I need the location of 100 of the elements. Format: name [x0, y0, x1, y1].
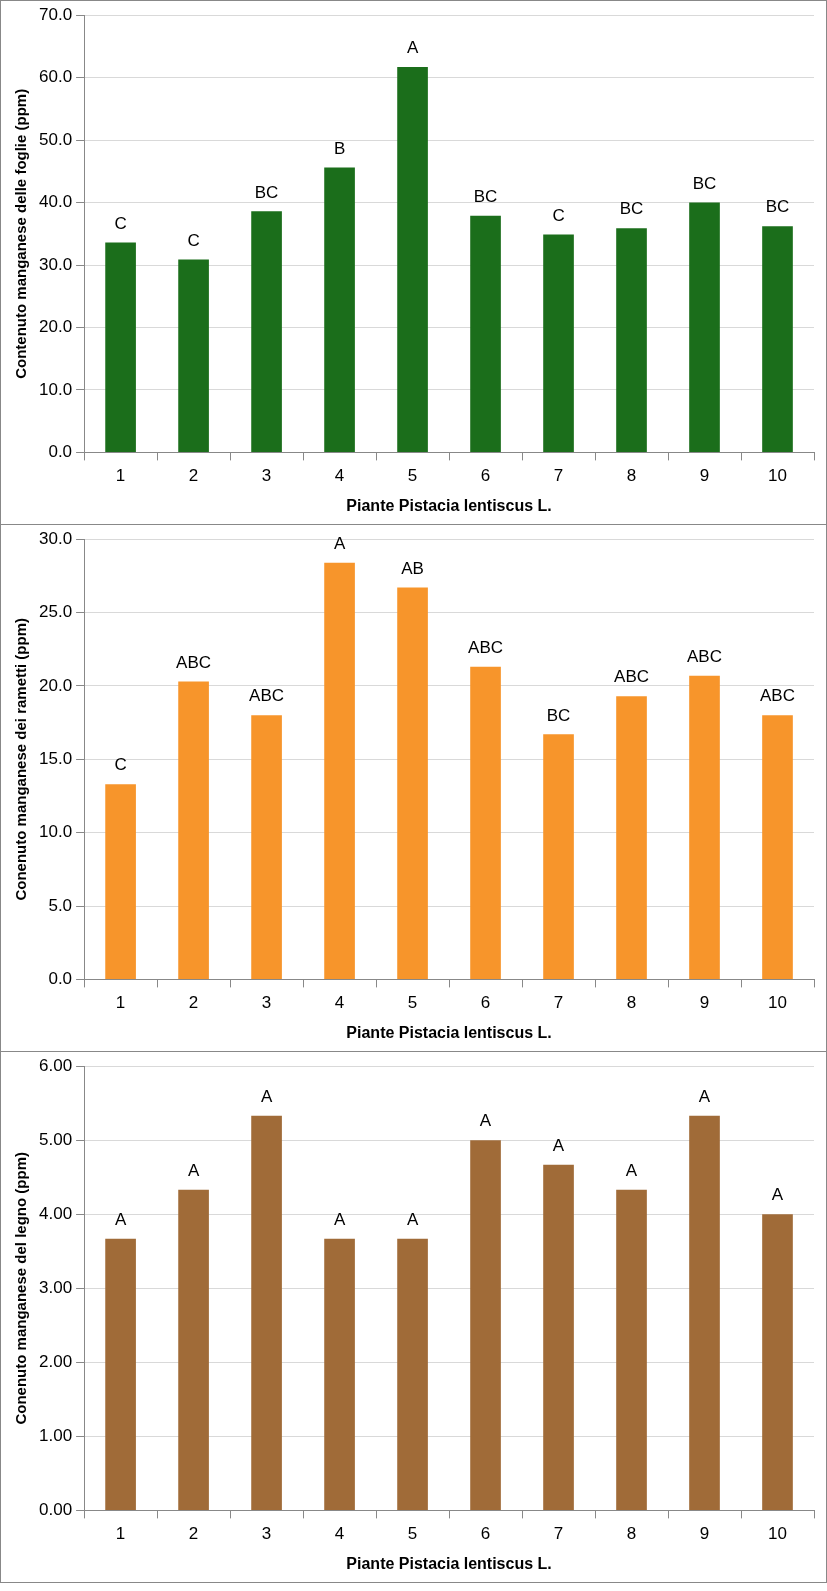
- y-tick-label: 70.0: [38, 4, 73, 24]
- x-tick-label: 3: [261, 1524, 272, 1544]
- annotation: A: [406, 1209, 419, 1229]
- x-tick-label: 7: [553, 1524, 564, 1544]
- x-tick-label: 10: [768, 466, 787, 486]
- x-tick-label: 2: [188, 1524, 199, 1544]
- annotation: ABC: [760, 686, 795, 706]
- y-axis-title: Conenuto manganese dei rametti (ppm): [12, 618, 30, 901]
- x-tick-label: 5: [407, 1524, 418, 1544]
- bar: [105, 784, 136, 979]
- x-tick-label: 4: [334, 1524, 345, 1544]
- bar: [105, 1238, 136, 1510]
- bar: [762, 715, 793, 979]
- annotation: A: [187, 1161, 200, 1181]
- bar: [178, 259, 209, 452]
- x-tick-label: 4: [334, 466, 345, 486]
- x-tick-label: 9: [699, 1524, 710, 1544]
- annotation: BC: [619, 199, 644, 219]
- annotation: A: [771, 1185, 784, 1205]
- bar: [470, 1140, 501, 1510]
- annotation: C: [114, 755, 127, 775]
- annotation: C: [552, 205, 565, 225]
- bar: [543, 734, 574, 979]
- x-tick-label: 2: [188, 466, 199, 486]
- bar: [689, 202, 720, 452]
- annotation: ABC: [687, 646, 722, 666]
- y-tick-label: 25.0: [38, 602, 73, 622]
- bar: [324, 562, 355, 979]
- bar: [616, 696, 647, 979]
- y-tick-label: 30.0: [38, 528, 73, 548]
- y-tick-label: 6.00: [38, 1055, 73, 1075]
- y-tick-label: 2.00: [38, 1352, 73, 1372]
- y-tick-label: 40.0: [38, 192, 73, 212]
- annotation: ABC: [468, 638, 504, 658]
- annotation: A: [625, 1161, 638, 1181]
- y-axis-title: Contenuto manganese delle foglie (ppm): [12, 88, 30, 379]
- y-tick-label: 5.0: [48, 895, 73, 915]
- y-axis-title: Conenuto manganese del legno (ppm): [12, 1152, 30, 1425]
- x-tick-label: 1: [115, 993, 126, 1013]
- x-axis-title: Piante Pistacia lentiscus L.: [346, 1023, 552, 1041]
- bar: [543, 1164, 574, 1510]
- y-tick-label: 1.00: [38, 1426, 73, 1446]
- x-tick-label: 8: [626, 993, 637, 1013]
- annotation: C: [114, 213, 127, 233]
- x-tick-label: 7: [553, 993, 564, 1013]
- bar: [689, 1115, 720, 1510]
- x-tick-label: 5: [407, 466, 418, 486]
- annotation: ABC: [176, 652, 212, 672]
- annotation: A: [333, 533, 346, 553]
- bar: [324, 1238, 355, 1510]
- bar: [543, 234, 574, 452]
- bar: [251, 715, 282, 979]
- y-tick-label: 30.0: [38, 254, 73, 274]
- bar: [616, 228, 647, 452]
- annotation: A: [260, 1086, 273, 1106]
- bar: [689, 675, 720, 979]
- annotation: BC: [546, 705, 571, 725]
- x-tick-label: 8: [626, 1524, 637, 1544]
- y-tick-label: 0.0: [48, 969, 73, 989]
- annotation: C: [187, 230, 200, 250]
- bar: [397, 1238, 428, 1510]
- bar: [105, 242, 136, 452]
- y-tick-label: 4.00: [38, 1203, 73, 1223]
- x-tick-label: 5: [407, 993, 418, 1013]
- annotation: ABC: [614, 667, 650, 687]
- y-tick-label: 50.0: [38, 129, 73, 149]
- x-tick-label: 6: [480, 1524, 491, 1544]
- bar: [178, 1189, 209, 1510]
- x-tick-label: 3: [261, 466, 272, 486]
- y-tick-label: 15.0: [38, 748, 73, 768]
- x-axis-title: Piante Pistacia lentiscus L.: [346, 496, 552, 514]
- x-axis-title: Piante Pistacia lentiscus L.: [346, 1554, 552, 1572]
- bar: [324, 167, 355, 452]
- annotation: A: [552, 1135, 565, 1155]
- x-tick-label: 2: [188, 993, 199, 1013]
- x-tick-label: 10: [768, 1524, 787, 1544]
- x-tick-label: 6: [480, 466, 491, 486]
- annotation: A: [698, 1086, 711, 1106]
- annotation: BC: [254, 182, 279, 202]
- y-tick-label: 5.00: [38, 1129, 73, 1149]
- annotation: A: [114, 1209, 127, 1229]
- bar: [251, 211, 282, 452]
- y-tick-label: 0.00: [38, 1500, 73, 1520]
- y-tick-label: 20.0: [38, 675, 73, 695]
- x-tick-label: 1: [115, 1524, 126, 1544]
- x-tick-label: 4: [334, 993, 345, 1013]
- x-tick-label: 6: [480, 993, 491, 1013]
- x-tick-label: 3: [261, 993, 272, 1013]
- bar: [397, 67, 428, 452]
- annotation: A: [333, 1209, 346, 1229]
- annotation: A: [479, 1111, 492, 1131]
- x-tick-label: 10: [768, 993, 787, 1013]
- bar: [762, 226, 793, 452]
- bar: [470, 666, 501, 979]
- annotation: B: [333, 138, 346, 158]
- annotation: BC: [692, 173, 717, 193]
- y-tick-label: 3.00: [38, 1277, 73, 1297]
- annotation: A: [406, 38, 419, 58]
- bar: [616, 1189, 647, 1510]
- annotation: AB: [401, 558, 424, 578]
